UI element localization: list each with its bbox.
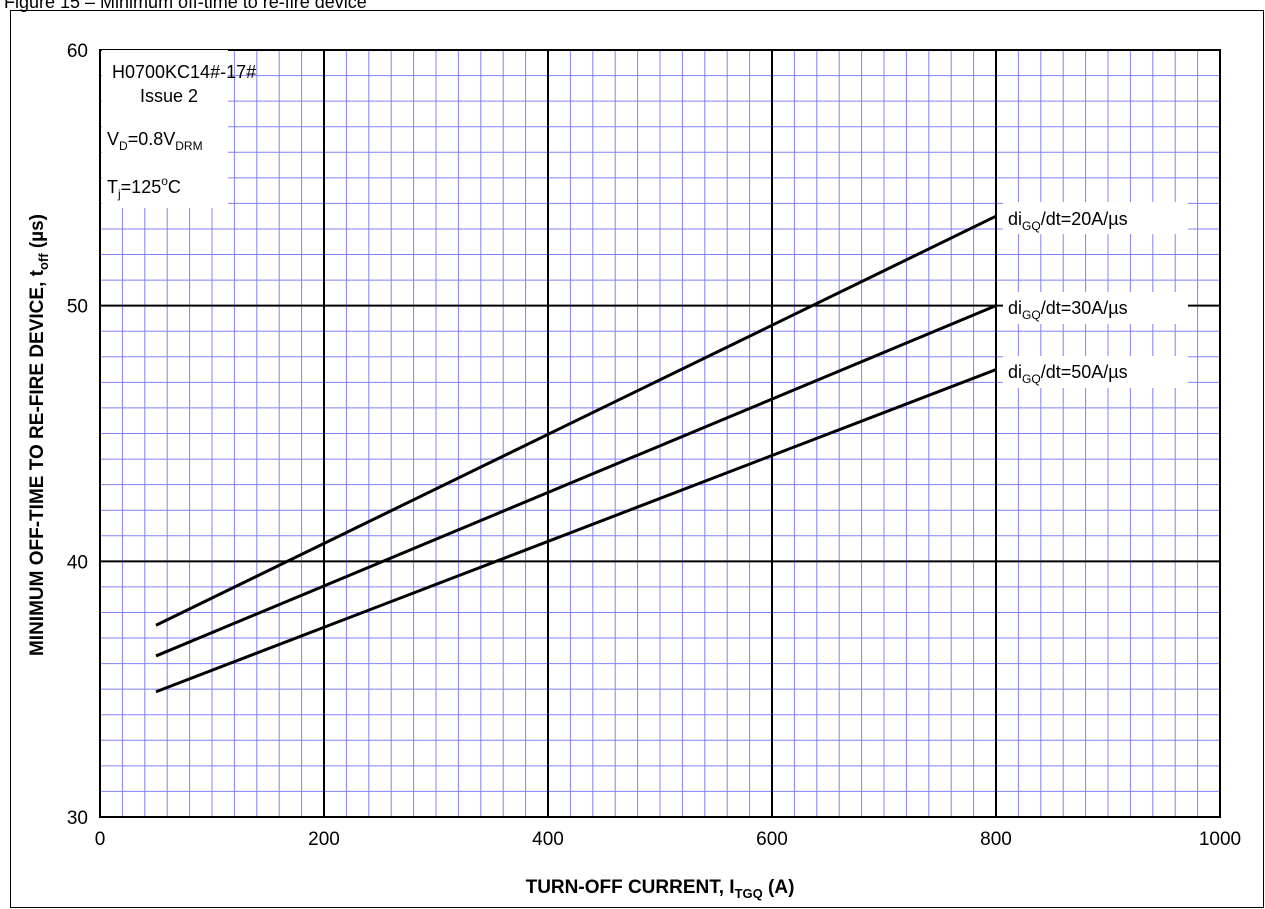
x-tick-label: 0 (95, 829, 106, 850)
series-line-0 (155, 214, 997, 627)
annotation-tj: Tj=125oC (107, 174, 181, 201)
y-tick-label: 40 (67, 552, 88, 573)
figure-frame (10, 10, 1264, 908)
series-line-2 (155, 368, 997, 694)
x-axis-label: TURN-OFF CURRENT, ITGQ (A) (526, 877, 795, 901)
plot-border (99, 49, 1221, 818)
y-tick-label: 50 (67, 297, 88, 318)
y-tick-label: 60 (67, 41, 88, 62)
minor-grid (100, 50, 1220, 817)
series-label-2: diGQ/dt=50A/µs (1008, 362, 1128, 386)
y-tick-label: 30 (67, 808, 88, 829)
x-tick-label: 400 (532, 829, 564, 850)
x-tick-label: 1000 (1199, 829, 1241, 850)
annotation-vd: VD=0.8VDRM (107, 129, 203, 153)
series-label-0: diGQ/dt=20A/µs (1008, 209, 1128, 233)
series-lines (155, 214, 997, 694)
series-label-background-0 (1003, 202, 1188, 234)
device-annotation: H0700KC14#-17# Issue 2 VD=0.8VDRM Tj=125… (102, 50, 256, 208)
series-label-background-1 (1003, 292, 1188, 324)
series-label-1: diGQ/dt=30A/µs (1008, 298, 1128, 322)
x-tick-label: 200 (308, 829, 340, 850)
x-tick-labels: 0 200 400 600 800 1000 (95, 829, 1241, 850)
figure-header: Figure 15 – Minimum off-time to re-fire … (4, 0, 367, 12)
annotation-background (102, 50, 228, 208)
series-line-1 (155, 304, 997, 658)
series-labels: diGQ/dt=20A/µs diGQ/dt=30A/µs diGQ/dt=50… (1003, 202, 1188, 388)
y-tick-labels: 30 40 50 60 (67, 41, 88, 829)
annotation-issue: Issue 2 (140, 86, 198, 106)
x-tick-label: 800 (980, 829, 1012, 850)
x-tick-label: 600 (756, 829, 788, 850)
annotation-device: H0700KC14#-17# (112, 62, 256, 82)
y-axis-label: MINIMUM OFF-TIME TO RE-FIRE DEVICE, toff… (27, 214, 51, 656)
series-label-background-2 (1003, 356, 1188, 388)
